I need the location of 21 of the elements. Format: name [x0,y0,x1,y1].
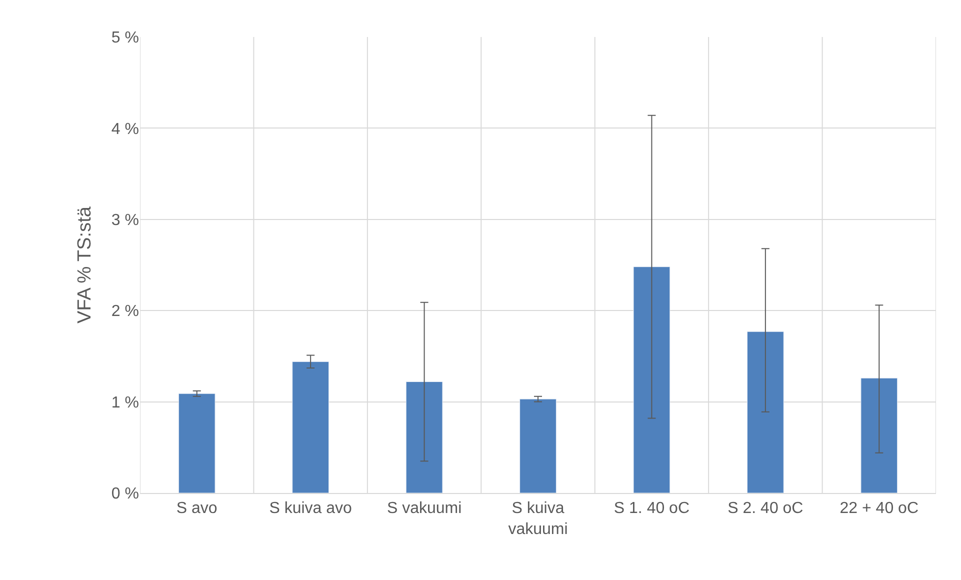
y-tick-label: 2 % [111,303,139,320]
y-tick-label: 3 % [111,212,139,229]
y-tick-label: 5 % [111,30,139,47]
x-tick-label: S kuiva avo [269,500,352,518]
bar [746,331,784,493]
x-tick-label: S vakuumi [386,500,462,518]
y-tick-label: 4 % [111,120,139,138]
bar [406,381,443,493]
bar [520,398,556,493]
x-tick-label: S 2. 40 oC [728,500,804,518]
bar [292,361,330,493]
x-tick-label: S kuiva vakuumi [508,500,568,538]
x-tick-label: S avo [176,500,218,518]
bar [178,393,216,493]
bar [633,266,670,493]
y-axis-title: VFA % TS:stä [74,206,96,324]
x-tick-label: S 1. 40 oC [614,500,690,518]
bar [860,378,898,493]
y-tick-label: 0 % [111,486,139,503]
y-tick-label: 1 % [111,394,139,412]
x-tick-label: 22 + 40 oC [840,500,919,518]
